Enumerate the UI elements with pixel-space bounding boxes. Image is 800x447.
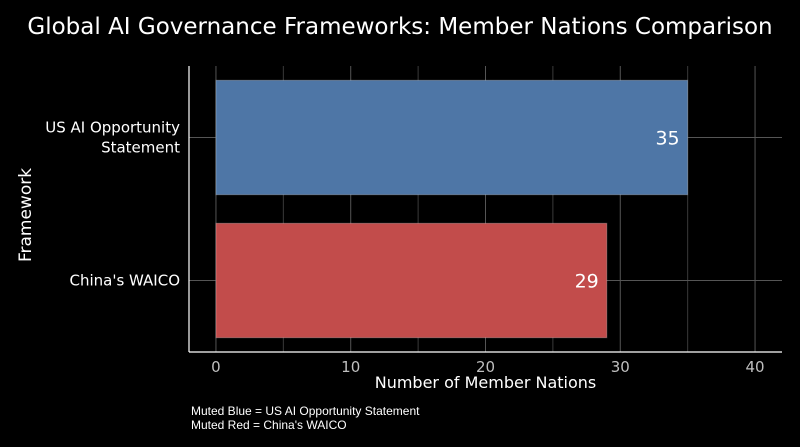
- x-axis-title: Number of Member Nations: [374, 373, 597, 392]
- bar: [215, 79, 689, 196]
- y-tick-label: Statement: [101, 139, 180, 157]
- bar-value-label: 29: [575, 271, 599, 293]
- x-tick-label: 10: [341, 358, 360, 376]
- x-tick-label: 20: [476, 358, 495, 376]
- x-tick-label: 30: [611, 358, 630, 376]
- x-tick-label: 40: [745, 358, 764, 376]
- bar-value-label: 35: [655, 128, 679, 150]
- color-caption: Muted Blue = US AI Opportunity Statement…: [191, 404, 419, 432]
- bar: [215, 222, 608, 339]
- y-tick-label: US AI Opportunity: [45, 119, 180, 137]
- y-tick-label: China's WAICO: [69, 272, 180, 290]
- x-tick-label: 0: [211, 358, 221, 376]
- caption-line-red: Muted Red = China's WAICO: [191, 418, 347, 432]
- chart-title: Global AI Governance Frameworks: Member …: [27, 14, 773, 40]
- caption-line-blue: Muted Blue = US AI Opportunity Statement: [191, 404, 420, 418]
